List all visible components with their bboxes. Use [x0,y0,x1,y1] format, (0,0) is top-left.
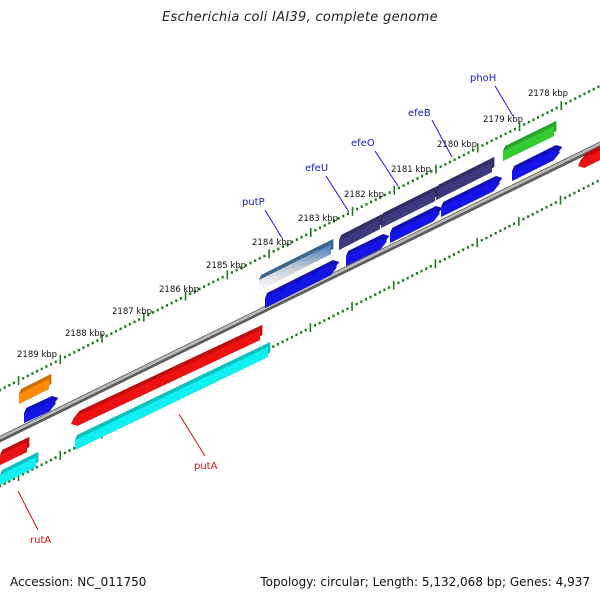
kbp-label: 2186 kbp [159,285,199,295]
feature-blue-1 [512,145,563,181]
genome-backbone [0,141,600,443]
feature-blue-2 [441,176,503,217]
kbp-label: 2189 kbp [17,350,57,360]
kbp-label: 2183 kbp [298,214,338,224]
feature-rutA-face [0,442,27,465]
feature-putP [259,239,334,290]
map-title: Escherichia coli IAI39, complete genome [162,10,438,25]
outer-tick-track [0,85,600,392]
feature-efeB [436,157,495,200]
leader-putP [264,209,283,239]
feature-efeO [381,186,438,228]
kbp-label: 2182 kbp [344,190,384,200]
feature-blue-4-face [346,239,387,266]
accession-text: Accession: NC_011750 [10,575,147,589]
leader-rutA [17,490,39,531]
feature-putP-face [259,244,331,290]
backbone-highlight [0,142,600,440]
gene-label-efeB: efeB [408,108,431,119]
leader-phoH [494,85,514,117]
gene-label-efeU: efeU [305,163,328,174]
feature-blue-5-face [265,265,337,308]
feature-phoH [503,121,557,161]
kbp-label: 2178 kbp [528,89,568,99]
gene-labels: phoH efeB efeO efeU putP putA rutA [30,73,496,546]
feature-phoH-face [503,126,554,161]
feature-cyan-face [75,347,268,450]
kbp-label: 2181 kbp [391,165,431,175]
feature-blue-4 [346,234,390,266]
topology-text: Topology: circular; Length: 5,132,068 bp… [260,575,590,589]
feature-efeU-face [339,219,380,250]
leader-efeB [431,119,453,158]
kbp-label: 2179 kbp [483,115,523,125]
feature-blue-3 [390,206,443,243]
feature-efeU [339,214,383,250]
feature-blue-3-face [390,211,440,243]
kbp-label: 2187 kbp [112,307,152,317]
leader-efeU [325,175,350,213]
feature-blue-1-face [512,150,560,181]
feature-red-right [578,146,600,168]
label-leader-lines [17,85,514,531]
gene-label-putP: putP [242,197,265,208]
feature-blue-6 [24,396,59,423]
gene-label-phoH: phoH [470,73,496,84]
leader-efeO [374,150,399,187]
feature-orange-left [19,374,52,404]
leader-putA [178,413,206,457]
feature-cyan [75,342,271,450]
feature-blue-2-face [441,181,500,217]
feature-blue-5 [265,260,340,308]
feature-cyan-left-face [0,457,36,485]
kbp-label: 2185 kbp [206,261,246,271]
feature-efeO-face [381,191,435,228]
kbp-label: 2188 kbp [65,329,105,339]
feature-orange-left-face [19,379,49,404]
gene-label-putA: putA [194,461,218,472]
feature-cyan-left [0,452,39,485]
feature-blue-6-face [24,401,56,423]
kbp-scale-labels: 2178 kbp 2179 kbp 2180 kbp 2181 kbp 2182 kbp… [17,89,568,360]
feature-red-right-face [578,150,600,168]
feature-red-left [71,325,263,426]
kbp-label: 2184 kbp [252,238,292,248]
gene-label-rutA: rutA [30,535,51,546]
gene-label-efeO: efeO [351,138,375,149]
feature-red-left-face [71,330,260,426]
feature-track [0,121,600,485]
feature-efeB-face [436,162,492,200]
feature-rutA [0,437,30,465]
kbp-label: 2180 kbp [437,140,477,150]
